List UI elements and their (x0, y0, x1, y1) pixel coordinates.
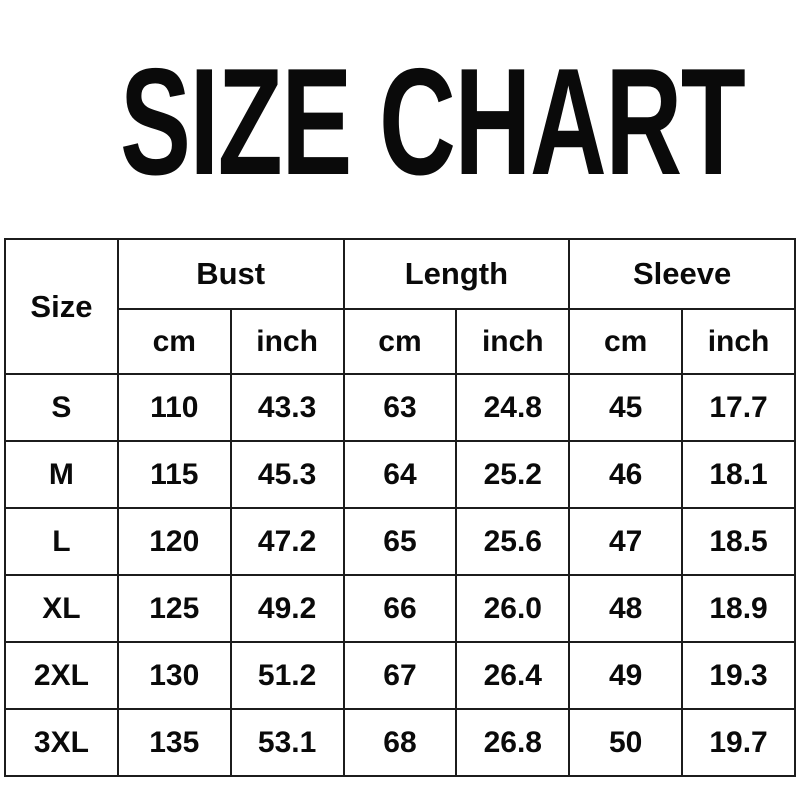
table-row-xl: XL 125 49.2 66 26.0 48 18.9 (4, 574, 796, 643)
col-header-size: Size (4, 238, 119, 375)
value-cell: 18.1 (681, 440, 796, 509)
value-cell: 66 (342, 574, 458, 643)
value-cell: 48 (568, 574, 684, 643)
page-title: SIZE CHART (120, 37, 746, 207)
value-cell: 45 (568, 373, 684, 442)
unit-header-sleeve-cm: cm (568, 308, 684, 375)
header-group-row: Size Bust Length Sleeve (4, 238, 796, 375)
value-cell: 120 (116, 507, 232, 576)
size-cell: 3XL (4, 708, 119, 777)
value-cell: 49.2 (229, 574, 345, 643)
size-cell: S (4, 373, 119, 442)
value-cell: 19.3 (681, 641, 796, 710)
table-row-2xl: 2XL 130 51.2 67 26.4 49 19.3 (4, 641, 796, 710)
value-cell: 65 (342, 507, 458, 576)
header-unit-row: cm inch cm inch cm inch (5, 308, 796, 375)
value-cell: 68 (342, 708, 458, 777)
table-row-s: S 110 43.3 63 24.8 45 17.7 (4, 373, 796, 442)
value-cell: 47.2 (229, 507, 345, 576)
value-cell: 25.2 (455, 440, 571, 509)
value-cell: 110 (116, 373, 232, 442)
unit-header-bust-cm: cm (116, 308, 232, 375)
value-cell: 47 (568, 507, 684, 576)
table-row-m: M 115 45.3 64 25.2 46 18.1 (4, 440, 796, 509)
value-cell: 67 (342, 641, 458, 710)
value-cell: 64 (342, 440, 458, 509)
col-group-bust: Bust (116, 238, 345, 310)
value-cell: 18.9 (681, 574, 796, 643)
value-cell: 17.7 (681, 373, 796, 442)
unit-header-length-cm: cm (342, 308, 458, 375)
value-cell: 18.5 (681, 507, 796, 576)
value-cell: 135 (116, 708, 232, 777)
value-cell: 49 (568, 641, 684, 710)
value-cell: 19.7 (681, 708, 796, 777)
unit-header-length-inch: inch (455, 308, 571, 375)
value-cell: 125 (116, 574, 232, 643)
value-cell: 115 (116, 440, 232, 509)
value-cell: 63 (342, 373, 458, 442)
value-cell: 46 (568, 440, 684, 509)
value-cell: 53.1 (229, 708, 345, 777)
value-cell: 45.3 (229, 440, 345, 509)
unit-header-bust-inch: inch (229, 308, 345, 375)
value-cell: 50 (568, 708, 684, 777)
size-cell: XL (4, 574, 119, 643)
value-cell: 51.2 (229, 641, 345, 710)
value-cell: 43.3 (229, 373, 345, 442)
table-row-3xl: 3XL 135 53.1 68 26.8 50 19.7 (4, 708, 796, 777)
value-cell: 130 (116, 641, 232, 710)
value-cell: 26.0 (455, 574, 571, 643)
table-row-l: L 120 47.2 65 25.6 47 18.5 (4, 507, 796, 576)
value-cell: 26.8 (455, 708, 571, 777)
size-cell: M (4, 440, 119, 509)
size-cell: L (4, 507, 119, 576)
unit-header-sleeve-inch: inch (681, 308, 796, 375)
value-cell: 26.4 (455, 641, 571, 710)
size-cell: 2XL (4, 641, 119, 710)
value-cell: 25.6 (455, 507, 571, 576)
value-cell: 24.8 (455, 373, 571, 442)
size-chart-table: Size Bust Length Sleeve cm inch cm inch … (4, 238, 796, 777)
col-group-length: Length (342, 238, 571, 310)
col-group-sleeve: Sleeve (568, 238, 796, 310)
